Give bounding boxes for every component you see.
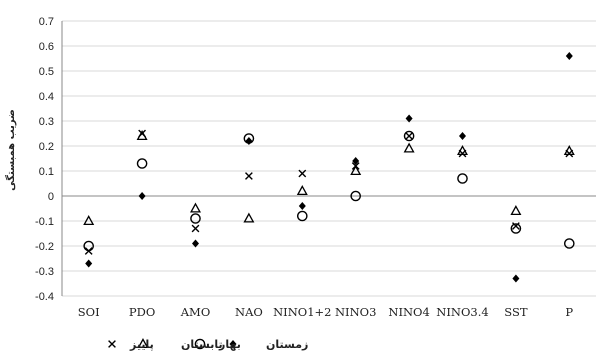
legend-item: پاییز [108,338,154,351]
data-point-triangle [83,215,95,226]
data-point-diamond [192,239,199,248]
legend-marker-circle [194,338,206,350]
axes [61,21,596,296]
y-axis-label: ضریب همبستگی [4,109,17,191]
x-tick-label: PDO [129,305,155,319]
legend-label: تابستان [181,338,223,351]
data-point-cross [84,247,93,255]
data-point-circle [296,210,308,222]
data-point-cross [191,224,200,233]
data-point-circle [136,158,148,169]
x-axis-ticks: SOI PDO AMO NAO NINO1+2 NINO3 NINO4 NINO3.4 SST P [78,305,574,319]
y-tick-label: 0.5 [39,66,54,78]
data-point-triangle [243,212,255,223]
data-point-circle [457,173,468,184]
data-point-cross [245,172,253,180]
y-tick-label: 0.2 [39,141,54,153]
y-tick-label: 0.7 [39,16,54,28]
data-point-cross [351,162,360,170]
y-tick-label: -0.4 [35,291,54,303]
x-tick-label: SST [504,305,528,319]
y-tick-label: -0.1 [35,216,54,228]
y-tick-label: 0.4 [39,91,54,103]
data-point-diamond [85,259,93,268]
legend-item: زمستان [229,338,308,351]
data-point-triangle [190,202,201,213]
data-point-cross [298,169,307,178]
data-point-circle [243,133,255,144]
x-tick-label: SOI [78,305,100,319]
legend-item: بهار [194,338,241,351]
y-tick-label: -0.3 [35,266,54,278]
x-tick-label: NINO3 [335,305,376,319]
data-point-circle [510,223,522,234]
legend-marker-diamond [229,340,237,348]
data-point-cross [458,149,467,158]
y-tick-label: 0 [48,191,54,203]
data-point-cross [565,149,574,158]
data-point-triangle [403,142,415,153]
x-tick-label: P [565,305,573,319]
legend-marker-cross [108,340,116,348]
legend-marker-triangle [137,338,149,349]
y-tick-label: -0.2 [35,241,54,253]
data-point-circle [564,238,575,249]
x-tick-label: NINO3.4 [436,305,488,319]
y-tick-label: 0.3 [39,116,54,128]
data-point-cross [405,132,413,140]
data-point-diamond [405,114,413,123]
legend-label: زمستان [266,338,308,351]
x-tick-label: AMO [180,305,211,319]
gridlines [62,20,596,297]
y-tick-label: 0.1 [39,166,54,178]
data-point-triangle [296,185,308,196]
data-point-diamond [245,137,253,145]
y-tick-label: 0.6 [39,41,54,53]
data-point-diamond [138,192,146,200]
data-point-diamond [459,132,466,140]
data-points [83,52,575,283]
data-point-cross [138,129,146,138]
y-axis-ticks: -0.4 -0.3 -0.2 -0.1 0 0.1 0.2 0.3 0.4 0.5 0.6 0.7 [35,16,54,303]
legend-label: بهار [218,338,241,351]
data-point-diamond [298,202,306,210]
data-point-circle [403,130,415,142]
x-tick-label: NINO4 [388,305,429,319]
data-point-diamond [565,52,573,60]
data-point-triangle [510,205,522,216]
data-point-diamond [512,274,520,283]
data-point-diamond [352,157,360,165]
x-tick-label: NINO1+2 [273,305,331,319]
x-tick-label: NAO [235,305,263,319]
data-point-circle [350,190,362,202]
data-point-triangle [350,165,362,176]
data-point-cross [512,222,520,230]
data-point-circle [190,213,201,224]
legend-label: پاییز [129,338,154,351]
legend-item: تابستان [137,338,223,351]
